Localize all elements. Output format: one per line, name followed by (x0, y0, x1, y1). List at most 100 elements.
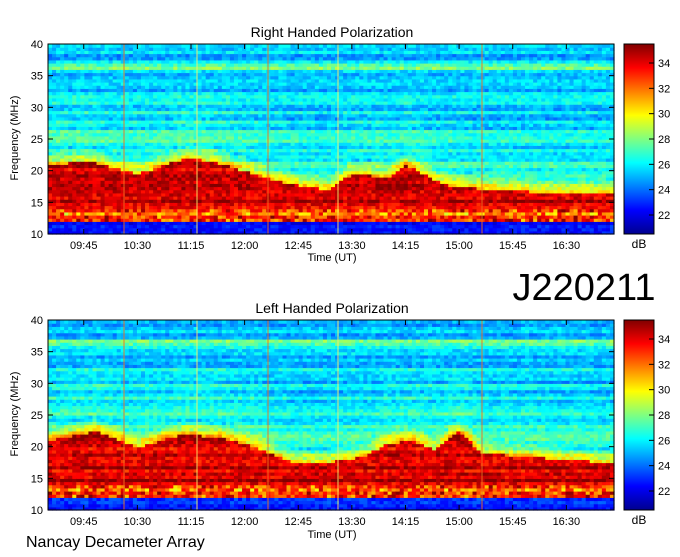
spectrum-cell (197, 91, 203, 96)
spectrum-cell (96, 123, 102, 127)
spectrum-cell (80, 91, 85, 96)
spectrum-cell (108, 186, 114, 191)
spectrum-cell (339, 110, 344, 115)
spectrum-cell (306, 91, 312, 96)
spectrum-cell (343, 91, 348, 96)
spectrum-cell (282, 123, 288, 127)
spectrum-cell (298, 208, 304, 213)
spectrum-cell (254, 50, 259, 55)
spectrum-cell (375, 59, 381, 64)
spectrum-cell (197, 186, 203, 191)
spectrum-cell (205, 104, 211, 108)
spectrum-cell (205, 44, 211, 48)
spectrum-cell (189, 167, 195, 172)
spectrum-cell (347, 215, 352, 219)
spectrum-cell (379, 211, 385, 216)
spectrum-cell (136, 192, 142, 197)
spectrum-cell (157, 104, 162, 108)
spectrum-cell (140, 211, 146, 216)
spectrum-cell (189, 230, 195, 235)
spectrum-cell (205, 88, 211, 93)
spectrum-cell (339, 192, 344, 197)
spectrum-cell (262, 82, 267, 86)
spectrum-cell (209, 56, 215, 61)
spectrum-cell (359, 164, 364, 169)
spectrum-cell (213, 167, 219, 172)
spectrum-cell (88, 120, 94, 124)
spectrum-cell (52, 148, 57, 153)
spectrum-cell (169, 120, 174, 124)
spectrum-cell (145, 44, 150, 48)
spectrum-cell (108, 196, 114, 200)
spectrum-cell (213, 202, 219, 207)
spectrum-cell (306, 63, 312, 67)
spectrum-cell (262, 78, 267, 83)
spectrum-cell (229, 94, 235, 99)
spectrum-cell (294, 192, 300, 197)
spectrum-cell (100, 47, 106, 51)
spectrum-cell (221, 161, 227, 165)
spectrum-cell (96, 202, 102, 207)
spectrum-cell (149, 218, 154, 222)
spectrum-cell (310, 145, 316, 150)
spectrum-cell (278, 177, 284, 181)
spectrum-cell (302, 97, 308, 102)
spectrum-cell (331, 82, 336, 86)
spectrum-cell (258, 205, 263, 210)
spectrum-cell (339, 170, 344, 175)
spectrum-cell (185, 78, 191, 83)
spectrum-cell (359, 189, 364, 194)
spectrum-cell (124, 208, 130, 213)
spectrum-cell (331, 63, 336, 67)
spectrum-cell (157, 158, 162, 162)
spectrum-cell (266, 91, 271, 96)
spectrum-cell (250, 142, 255, 146)
spectrum-cell (112, 120, 118, 124)
spectrum-cell (149, 154, 154, 159)
spectrum-cell (108, 91, 114, 96)
spectrum-cell (161, 151, 166, 156)
spectrum-cell (181, 72, 187, 77)
spectrum-cell (116, 72, 122, 77)
spectrum-cell (189, 177, 195, 181)
spectrum-cell (100, 101, 106, 105)
spectrum-cell (64, 148, 69, 153)
spectrum-cell (92, 120, 98, 124)
spectrum-cell (100, 205, 106, 210)
spectrum-cell (242, 72, 247, 77)
spectrum-cell (60, 192, 65, 197)
spectrum-cell (100, 129, 106, 134)
spectrum-cell (48, 192, 53, 197)
spectrum-cell (197, 110, 203, 115)
spectrum-cell (209, 66, 215, 70)
spectrum-cell (72, 151, 77, 156)
spectrum-cell (48, 211, 53, 216)
spectrum-cell (124, 224, 130, 229)
spectrum-cell (383, 196, 389, 200)
spectrum-cell (217, 151, 223, 156)
spectrum-cell (367, 47, 373, 51)
spectrum-cell (177, 164, 183, 169)
spectrum-cell (112, 230, 118, 235)
spectrum-cell (217, 189, 223, 194)
spectrum-cell (314, 199, 320, 203)
spectrum-cell (193, 101, 199, 105)
spectrum-cell (145, 180, 150, 184)
spectrum-cell (48, 154, 53, 159)
spectrum-cell (242, 129, 247, 134)
spectrum-cell (314, 132, 320, 137)
spectrum-cell (60, 66, 65, 70)
spectrum-cell (359, 224, 364, 229)
spectrum-cell (294, 151, 300, 156)
spectrum-cell (238, 72, 243, 77)
spectrum-cell (64, 59, 69, 64)
spectrum-cell (116, 208, 122, 213)
spectrum-cell (347, 170, 352, 175)
spectrum-cell (100, 230, 106, 235)
spectrum-cell (173, 221, 178, 226)
spectrum-cell (173, 59, 178, 64)
spectrum-cell (165, 116, 170, 121)
spectrum-cell (140, 199, 146, 203)
spectrum-cell (359, 148, 364, 153)
spectrum-cell (169, 91, 174, 96)
